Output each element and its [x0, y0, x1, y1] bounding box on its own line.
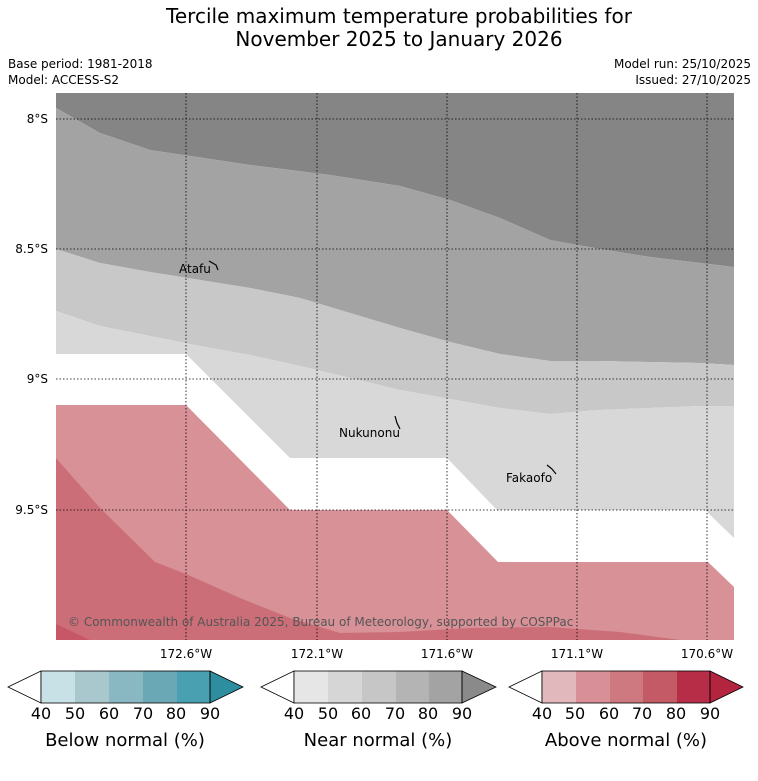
- near-tick-60: 60: [350, 704, 372, 723]
- above-band-3: [610, 671, 643, 703]
- colorbar-above: [508, 670, 744, 704]
- near-low-extend: [260, 670, 295, 704]
- lon-label-171-1w: 171.1°W: [550, 647, 604, 661]
- near-band-4: [396, 671, 429, 703]
- meta-right: Model run: 25/10/2025 Issued: 27/10/2025: [614, 56, 751, 88]
- place-atafu: Atafu: [179, 262, 211, 276]
- below-tick-50: 50: [64, 704, 86, 723]
- below-tick-60: 60: [98, 704, 120, 723]
- lat-label-8s: 8°S: [26, 112, 48, 126]
- fakaofo-atoll: [546, 464, 557, 475]
- lon-label-170-6w: 170.6°W: [680, 647, 734, 661]
- place-fakaofo: Fakaofo: [506, 471, 552, 485]
- above-high-extend: [709, 670, 744, 704]
- above-tick-60: 60: [598, 704, 620, 723]
- below-band-3: [109, 671, 143, 703]
- above-low-extend: [508, 670, 543, 704]
- lon-label-172-1w: 172.1°W: [290, 647, 344, 661]
- lat-gridlines: [56, 118, 734, 511]
- near-band-5: [429, 671, 462, 703]
- near-tick-90: 90: [451, 704, 473, 723]
- above-band-1: [542, 671, 576, 703]
- below-normal-title: Below normal (%): [45, 730, 205, 751]
- below-band-2: [75, 671, 109, 703]
- title-line-2: November 2025 to January 2026: [235, 27, 563, 51]
- copyright-note: © Commonwealth of Australia 2025, Bureau…: [68, 615, 573, 629]
- place-nukunonu: Nukunonu: [339, 426, 400, 440]
- base-period-label: Base period: 1981-2018: [8, 57, 153, 71]
- above-tick-90: 90: [699, 704, 721, 723]
- below-high-extend: [209, 670, 244, 704]
- near-tick-50: 50: [317, 704, 339, 723]
- lon-gridlines: [185, 93, 708, 640]
- near-tick-40: 40: [283, 704, 305, 723]
- near-high-extend: [461, 670, 497, 704]
- near-outline: [293, 670, 463, 704]
- above-normal-title: Above normal (%): [544, 730, 708, 751]
- near-band-2: [328, 671, 362, 703]
- region-above-60: [56, 458, 680, 640]
- below-band-5: [177, 671, 210, 703]
- atafu-atoll: [208, 260, 219, 271]
- colorbar-near: [260, 670, 497, 704]
- below-tick-80: 80: [165, 704, 187, 723]
- lat-label-9s: 9°S: [26, 372, 48, 386]
- lat-label-9-5s: 9.5°S: [15, 503, 48, 517]
- model-run-label: Model run: 25/10/2025: [613, 57, 751, 71]
- above-band-5: [677, 671, 710, 703]
- lon-label-171-6w: 171.6°W: [420, 647, 474, 661]
- region-near-60: [56, 249, 734, 414]
- near-band-1: [294, 671, 328, 703]
- above-tick-70: 70: [631, 704, 653, 723]
- above-outline: [541, 670, 711, 704]
- meta-left: Base period: 1981-2018 Model: ACCESS-S2: [8, 56, 153, 88]
- model-label: Model: ACCESS-S2: [8, 73, 120, 87]
- below-band-1: [41, 671, 75, 703]
- region-above-70: [56, 624, 90, 640]
- region-near-80: [56, 93, 734, 267]
- lat-label-8-5s: 8.5°S: [15, 242, 48, 256]
- map-panel: Atafu Nukunonu Fakaofo © Commonwealth of…: [56, 93, 734, 640]
- above-band-2: [576, 671, 610, 703]
- below-low-extend: [7, 670, 42, 704]
- near-band-3: [362, 671, 396, 703]
- atoll-shapes: [208, 260, 557, 475]
- near-tick-80: 80: [417, 704, 439, 723]
- region-near-50: [56, 311, 734, 538]
- near-tick-70: 70: [384, 704, 406, 723]
- above-tick-80: 80: [665, 704, 687, 723]
- lon-label-172-6w: 172.6°W: [159, 647, 213, 661]
- below-tick-40: 40: [30, 704, 52, 723]
- issued-label: Issued: 27/10/2025: [635, 73, 751, 87]
- below-outline: [40, 670, 211, 704]
- near-normal-title: Near normal (%): [303, 730, 453, 751]
- below-tick-70: 70: [132, 704, 154, 723]
- above-band-4: [643, 671, 677, 703]
- above-tick-40: 40: [531, 704, 553, 723]
- colorbar-below: [7, 670, 244, 704]
- below-band-4: [143, 671, 177, 703]
- region-above-50: [56, 405, 734, 640]
- title-line-1: Tercile maximum temperature probabilitie…: [166, 4, 632, 28]
- above-tick-50: 50: [564, 704, 586, 723]
- below-tick-90: 90: [199, 704, 221, 723]
- region-near-70: [56, 108, 734, 365]
- map-title: Tercile maximum temperature probabilitie…: [0, 5, 758, 51]
- nukunonu-atoll: [394, 415, 401, 430]
